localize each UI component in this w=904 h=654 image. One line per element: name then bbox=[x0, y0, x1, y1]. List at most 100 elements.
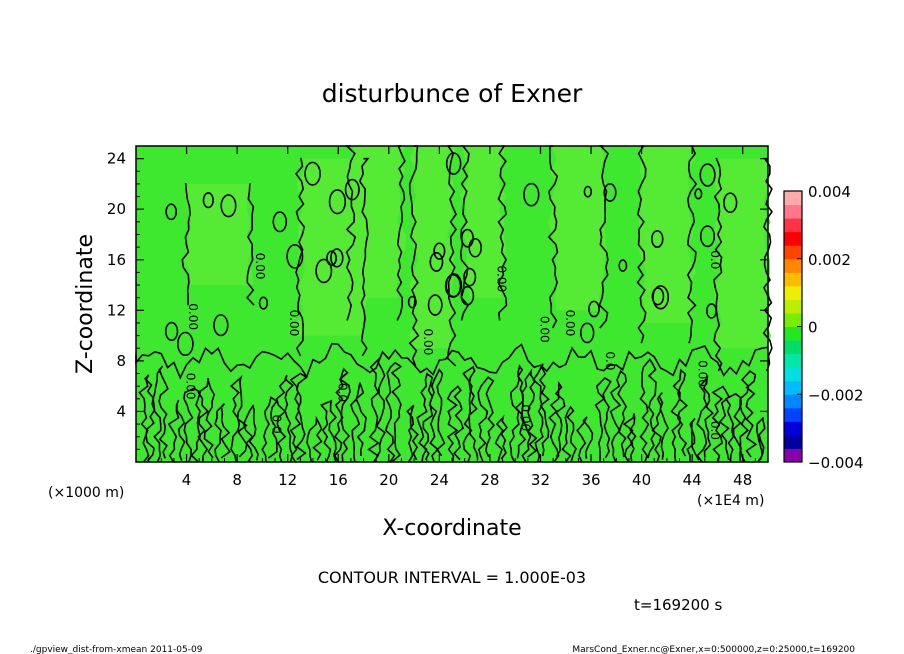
contour-interval-text: CONTOUR INTERVAL = 1.000E-03 bbox=[318, 568, 586, 587]
x-unit-right: (×1E4 m) bbox=[697, 493, 764, 509]
contour-lower-41 bbox=[756, 416, 766, 463]
contour-blob-29 bbox=[603, 183, 617, 202]
contour-lower-21 bbox=[462, 365, 479, 463]
contour-blob-36 bbox=[433, 242, 446, 260]
x-axis-label: X-coordinate bbox=[382, 516, 521, 541]
contour-band bbox=[135, 342, 769, 380]
colorbar-segment-7 bbox=[784, 353, 802, 368]
x-tick-label-8: 36 bbox=[581, 471, 600, 489]
y-axis-ticks: 4 8 12 16 20 24 bbox=[107, 150, 768, 450]
colorbar-segment-18 bbox=[784, 204, 802, 219]
contour-lower-24 bbox=[508, 364, 527, 463]
contour-blob-11 bbox=[272, 211, 288, 233]
contour-lower-37 bbox=[696, 375, 714, 463]
colorbar-segment-1 bbox=[784, 434, 802, 449]
colorbar-label-4: −0.004 bbox=[808, 454, 864, 472]
contour-lower-22 bbox=[477, 376, 496, 463]
contour-blob-0 bbox=[326, 250, 337, 266]
contour-column-2-1 bbox=[446, 145, 457, 367]
contour-column-7-1 bbox=[396, 145, 406, 321]
x-tick-label-11: 48 bbox=[733, 471, 752, 489]
contour-column-6-0 bbox=[713, 157, 723, 372]
contour-blob-1 bbox=[328, 189, 347, 215]
colorbar-segment-5 bbox=[784, 380, 802, 395]
y-tick-label-0: 4 bbox=[116, 402, 126, 420]
contour-lower-19 bbox=[428, 368, 446, 463]
contour-blob-34 bbox=[463, 267, 477, 287]
colorbar-segment-6 bbox=[784, 367, 802, 382]
contour-lower-5 bbox=[214, 403, 231, 463]
contour-blob-3 bbox=[588, 300, 600, 318]
contour-lower-1 bbox=[152, 365, 169, 463]
colorbar-segment-8 bbox=[784, 340, 802, 355]
colorbar-segment-11 bbox=[784, 299, 802, 314]
contour-column-2-0 bbox=[408, 145, 420, 367]
contour-lower-17 bbox=[406, 404, 419, 463]
contour-column-1-0 bbox=[295, 157, 306, 357]
light-region-5 bbox=[637, 146, 697, 323]
colorbar-label-2: 0 bbox=[808, 319, 818, 337]
x-tick-label-3: 16 bbox=[329, 471, 348, 489]
contour-lower-18 bbox=[416, 372, 434, 463]
contour-blob-35 bbox=[213, 314, 229, 337]
contour-label-11: 0.00 bbox=[695, 360, 709, 387]
contour-column-3-1 bbox=[497, 145, 508, 321]
y-tick-label-3: 16 bbox=[107, 251, 126, 269]
colorbar-segment-0 bbox=[784, 448, 802, 463]
contour-label-1: 0.00 bbox=[253, 253, 267, 280]
contour-lower-39 bbox=[724, 392, 742, 463]
contour-label-2: 0.00 bbox=[184, 373, 198, 400]
contour-lower-23 bbox=[494, 414, 508, 463]
contour-blob-31 bbox=[330, 248, 344, 268]
light-region-6 bbox=[713, 158, 772, 349]
chart-title: disturbunce of Exner bbox=[322, 79, 583, 108]
contour-lower-7 bbox=[242, 404, 259, 463]
contour-column-4-1 bbox=[598, 145, 610, 329]
contour-blob-33 bbox=[427, 294, 443, 316]
contour-lines bbox=[135, 145, 773, 463]
contour-blob-20 bbox=[429, 251, 444, 272]
contour-lower-20 bbox=[446, 385, 464, 463]
colorbar-segment-4 bbox=[784, 394, 802, 409]
contour-blob-14 bbox=[583, 185, 593, 198]
contour-blob-15 bbox=[220, 194, 237, 218]
light-region-4 bbox=[548, 146, 608, 311]
contour-blob-5 bbox=[723, 192, 738, 214]
colorbar-segment-10 bbox=[784, 312, 802, 327]
contour-blob-32 bbox=[165, 203, 178, 221]
contour-lower-31 bbox=[609, 369, 628, 463]
footer-left: ./gpview_dist-from-xmean 2011-05-09 bbox=[30, 645, 203, 654]
contour-blob-17 bbox=[258, 296, 269, 310]
contour-lower-15 bbox=[367, 357, 386, 463]
contour-blob-10 bbox=[699, 163, 716, 187]
contour-lower-6 bbox=[229, 374, 248, 463]
contour-lower-38 bbox=[711, 385, 730, 463]
contour-label-6: 0.00 bbox=[495, 265, 509, 292]
contour-lower-29 bbox=[576, 416, 594, 463]
contour-blob-22 bbox=[618, 259, 628, 272]
colorbar-segment-14 bbox=[784, 258, 802, 273]
contour-lower-11 bbox=[306, 415, 323, 463]
y-tick-label-1: 8 bbox=[116, 352, 126, 370]
contour-lower-9 bbox=[275, 374, 294, 463]
contour-lower-13 bbox=[333, 367, 351, 463]
lighter-regions bbox=[183, 146, 772, 349]
light-region-2 bbox=[409, 146, 457, 349]
contour-blob-37 bbox=[444, 274, 462, 298]
contour-blob-24 bbox=[652, 285, 670, 310]
contour-lower-4 bbox=[197, 377, 216, 463]
contour-blob-18 bbox=[344, 178, 360, 201]
x-tick-label-5: 24 bbox=[430, 471, 449, 489]
y-axis-label: Z-coordinate bbox=[73, 234, 98, 374]
contour-lower-34 bbox=[651, 392, 670, 463]
contour-blob-8 bbox=[651, 229, 664, 248]
time-text: t=169200 s bbox=[634, 596, 722, 614]
colorbar: 0.004 0.002 0 −0.002 −0.004 bbox=[783, 183, 864, 472]
x-axis-ticks: 4 8 12 16 20 24 28 32 36 40 44 48 bbox=[148, 146, 756, 489]
colorbar-label-1: 0.002 bbox=[808, 251, 851, 269]
footer-right: MarsCond_Exner.nc@Exner,x=0:500000,z=0:2… bbox=[572, 645, 855, 654]
contour-blob-7 bbox=[164, 321, 179, 342]
contour-lower-36 bbox=[686, 417, 700, 463]
contour-column-0-1 bbox=[246, 183, 255, 306]
